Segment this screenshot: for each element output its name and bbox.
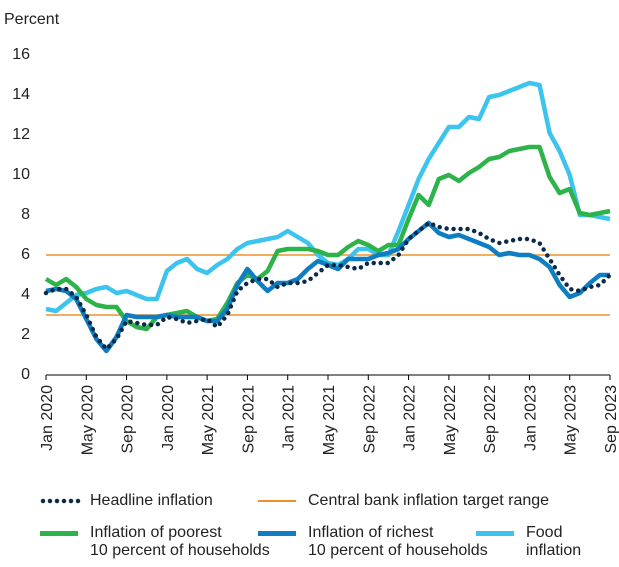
legend-label: Central bank inflation target range: [308, 492, 550, 509]
x-tick-label: Jan 2021: [281, 385, 298, 451]
legend-label: Food inflation: [526, 524, 582, 559]
legend-swatch: [258, 500, 296, 502]
x-tick-label: Sep 2022: [361, 385, 378, 454]
x-tick-label: May 2023: [563, 385, 580, 455]
x-tick-label: Jan 2020: [160, 385, 177, 451]
plot: Percent 0 2 4 6 8 10 12 14 16 Jan 2020 May 2020 Sep…: [4, 11, 619, 455]
legend-swatch: [476, 530, 514, 536]
x-tick-label: Sep 2020: [120, 385, 137, 454]
legend-label: Inflation of richest 10 percent of house…: [308, 524, 488, 559]
series-line: [43, 220, 613, 352]
y-tick-label: 8: [21, 206, 30, 223]
x-tick-label: Sep 2021: [240, 385, 257, 454]
legend-swatch: [40, 530, 78, 536]
x-tick-label: May 2020: [79, 385, 96, 455]
x-tick-label: May 2021: [321, 385, 338, 455]
series-line: [45, 80, 611, 314]
y-tick-label: 2: [21, 326, 30, 343]
legend-swatch: [40, 498, 84, 504]
x-tick-label: Jan 2023: [522, 385, 539, 451]
y-tick-label: 12: [12, 126, 30, 143]
x-tick-label: Jan 2022: [402, 385, 419, 451]
y-tick-label: 4: [21, 286, 30, 303]
x-tick-label: May 2022: [442, 385, 459, 455]
legend-label: Headline inflation: [90, 492, 213, 509]
x-tick-label: May 2021: [200, 385, 217, 455]
y-tick-label: 6: [21, 246, 30, 263]
y-tick-label: 10: [12, 166, 30, 183]
y-tick-label: 16: [12, 46, 30, 63]
series-line: [45, 220, 610, 354]
y-axis-label: Percent: [4, 11, 60, 28]
y-tick-label: 14: [12, 86, 30, 103]
legend-label: Inflation of poorest 10 percent of house…: [90, 524, 270, 559]
series-line: [44, 144, 611, 332]
x-tick-label: Jan 2020: [39, 385, 56, 451]
x-tick-label: Sep 2023: [603, 385, 619, 454]
x-tick-label: Sep 2022: [482, 385, 499, 454]
legend-swatch: [258, 530, 296, 536]
y-tick-label: 0: [21, 366, 30, 383]
